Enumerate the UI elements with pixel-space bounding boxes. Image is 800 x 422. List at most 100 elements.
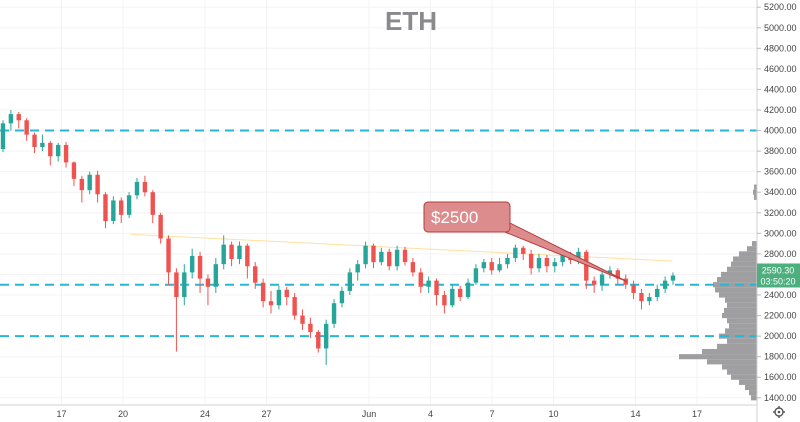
candle-body xyxy=(418,272,423,287)
candle xyxy=(339,286,345,308)
candle-body xyxy=(591,280,597,285)
candle xyxy=(16,112,21,129)
candle-body xyxy=(237,245,242,260)
candle-body xyxy=(111,200,116,222)
settings-gear-icon[interactable] xyxy=(773,406,785,418)
candle-body xyxy=(410,262,416,273)
candle-body xyxy=(300,315,305,324)
volume-profile-bar xyxy=(739,379,757,385)
candle xyxy=(292,292,297,320)
volume-profile-bar xyxy=(725,297,757,303)
candle xyxy=(513,244,518,263)
candle xyxy=(174,268,179,352)
price-tick-label: 1600.00 xyxy=(764,372,797,382)
candle xyxy=(8,109,14,131)
candle-body xyxy=(16,114,21,121)
candle-body xyxy=(339,290,345,304)
volume-profile-bar xyxy=(731,261,757,267)
volume-profile-bar xyxy=(733,256,757,262)
candle xyxy=(647,292,652,306)
time-tick-label: 17 xyxy=(692,409,702,419)
candle-body xyxy=(434,280,439,296)
countdown-label: 03:50:20 xyxy=(760,276,795,286)
candle xyxy=(639,288,644,310)
price-tick-label: 1800.00 xyxy=(764,352,797,362)
candle-body xyxy=(268,301,274,306)
volume-profile-bar xyxy=(727,266,757,272)
price-tick-label: 3200.00 xyxy=(764,208,797,218)
candle-body xyxy=(536,258,542,269)
candle-body xyxy=(623,278,628,285)
candle xyxy=(134,177,140,200)
volume-profile-bar xyxy=(727,318,757,324)
candle xyxy=(631,280,636,300)
volume-profile-bar xyxy=(717,277,757,283)
candle xyxy=(331,299,337,328)
candle xyxy=(253,262,258,289)
candle-body xyxy=(552,262,557,267)
time-axis-labels: 17 20 24 27 Jun 4 7 10 14 17 xyxy=(56,409,702,419)
volume-profile-bar xyxy=(745,384,757,391)
volume-profile-bar xyxy=(751,395,757,401)
volume-profile-bar xyxy=(724,307,757,314)
candle xyxy=(505,253,510,269)
candle xyxy=(457,285,463,302)
candle xyxy=(24,118,29,141)
trendline[interactable] xyxy=(131,233,673,262)
candle xyxy=(119,197,124,224)
candle-body xyxy=(379,251,384,263)
candle xyxy=(481,259,487,273)
candle xyxy=(418,268,423,293)
candle-body xyxy=(71,162,77,179)
candle xyxy=(276,285,282,310)
candle xyxy=(87,171,92,195)
candle-body xyxy=(95,174,100,195)
volume-profile-bar xyxy=(731,374,757,380)
volume-profile-bar xyxy=(727,369,757,375)
time-tick-label: 14 xyxy=(630,409,640,419)
candle-body xyxy=(103,194,108,222)
candle-body xyxy=(331,303,337,324)
time-tick-label: 20 xyxy=(118,409,128,419)
candle xyxy=(48,140,53,166)
candle-body xyxy=(402,249,408,263)
candle-body xyxy=(260,282,266,302)
volume-profile-bar xyxy=(715,287,757,293)
candle-body xyxy=(426,280,431,287)
candle xyxy=(32,132,37,154)
candle-body xyxy=(513,247,518,259)
candle-body xyxy=(245,245,250,267)
volume-profile-bar xyxy=(679,354,757,360)
price-axis-labels: 1400.00 1600.00 1800.00 2000.00 2200.00 2400.… xyxy=(757,2,797,403)
last-price-tag: 2590.30 03:50:20 xyxy=(757,263,800,288)
candle-body xyxy=(213,264,219,287)
candle xyxy=(521,245,526,261)
candle xyxy=(55,142,61,162)
candle-body xyxy=(631,284,636,293)
candle-body xyxy=(450,288,455,306)
candle xyxy=(316,329,321,353)
candle xyxy=(355,260,360,281)
candle-body xyxy=(544,258,550,267)
price-tick-label: 2200.00 xyxy=(764,311,797,321)
volume-profile-bar xyxy=(753,189,757,195)
candle-body xyxy=(189,255,195,273)
price-tick-label: 3600.00 xyxy=(764,167,797,177)
price-tick-label: 3400.00 xyxy=(764,187,797,197)
volume-profile-bar xyxy=(722,364,757,370)
volume-profile-bar xyxy=(729,323,757,329)
candle xyxy=(300,309,305,330)
candle xyxy=(126,192,132,218)
candle-body xyxy=(521,247,526,254)
price-callout[interactable]: $2500 xyxy=(423,201,628,283)
callout-box xyxy=(423,201,511,233)
candle-body xyxy=(584,251,589,281)
candle xyxy=(442,290,447,314)
candle-body xyxy=(197,255,203,279)
candle-body xyxy=(142,181,148,193)
candle-body xyxy=(363,245,368,265)
candle xyxy=(623,274,628,289)
candle-body xyxy=(205,278,211,287)
candle-body xyxy=(126,195,132,215)
